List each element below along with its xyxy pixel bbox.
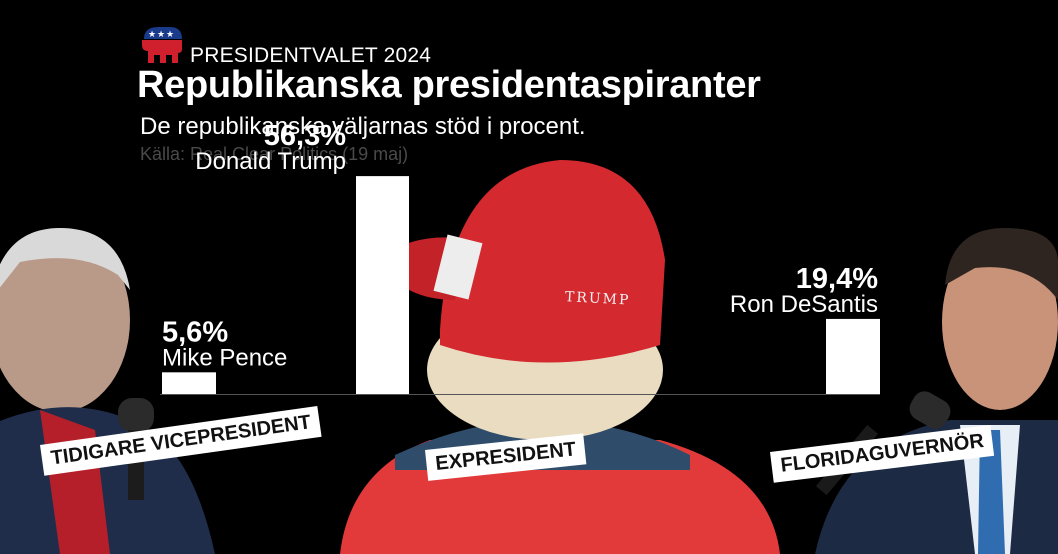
svg-text:★: ★ — [157, 30, 165, 40]
bar-donald-trump — [356, 176, 409, 394]
svg-text:TRUMP: TRUMP — [565, 289, 631, 308]
chart-title: Republikanska presidentaspiranter — [137, 64, 761, 106]
bar-ron-desantis — [826, 318, 880, 394]
svg-text:★: ★ — [148, 30, 156, 40]
value-label: 19,4% — [796, 263, 878, 295]
category-label: Donald Trump — [195, 148, 346, 175]
value-label: 56,3% — [264, 120, 346, 152]
republican-elephant-icon: ★ ★ ★ — [142, 27, 182, 63]
bar-mike-pence — [162, 372, 216, 394]
category-label: Mike Pence — [162, 344, 287, 371]
category-label: Ron DeSantis — [730, 291, 878, 318]
chart-subtitle: De republikanska väljarnas stöd i procen… — [140, 113, 586, 140]
source-note: Källa: Real Clear Politics (19 maj) — [140, 144, 409, 164]
kicker: PRESIDENTVALET 2024 — [190, 44, 432, 67]
svg-text:★: ★ — [166, 30, 174, 40]
value-label: 5,6% — [162, 316, 228, 348]
